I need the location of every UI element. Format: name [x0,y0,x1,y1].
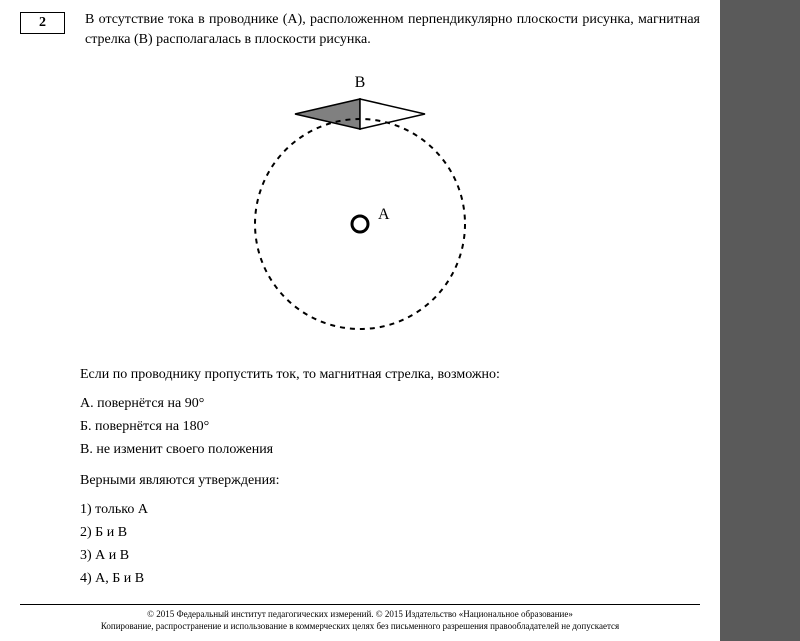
answer-2: 2) Б и В [80,522,700,543]
page-content: 2 В отсутствие тока в проводнике (А), ра… [0,0,720,641]
answer-3: 3) А и В [80,545,700,566]
option-a: А. повернётся на 90° [80,393,700,414]
physics-diagram: В А [220,69,500,339]
options-intro: Если по проводнику пропустить ток, то ма… [80,364,700,385]
option-b: Б. повернётся на 180° [80,416,700,437]
answer-1: 1) только А [80,499,700,520]
options-section: Если по проводнику пропустить ток, то ма… [80,364,700,589]
footer-notice: Копирование, распространение и использов… [20,621,700,633]
option-c: В. не изменит своего положения [80,439,700,460]
question-number: 2 [20,12,65,34]
compass-arrow-right [360,99,425,129]
answer-4: 4) А, Б и В [80,568,700,589]
answers-intro: Верными являются утверждения: [80,470,700,491]
diagram-container: В А [20,69,700,339]
question-header: 2 В отсутствие тока в проводнике (А), ра… [20,10,700,49]
footer-copyright: © 2015 Федеральный институт педагогическ… [20,609,700,621]
footer: © 2015 Федеральный институт педагогическ… [20,604,700,632]
label-a: А [378,206,390,223]
label-b: В [355,74,366,91]
conductor-outer [352,216,368,232]
question-text: В отсутствие тока в проводнике (А), расп… [85,10,700,49]
